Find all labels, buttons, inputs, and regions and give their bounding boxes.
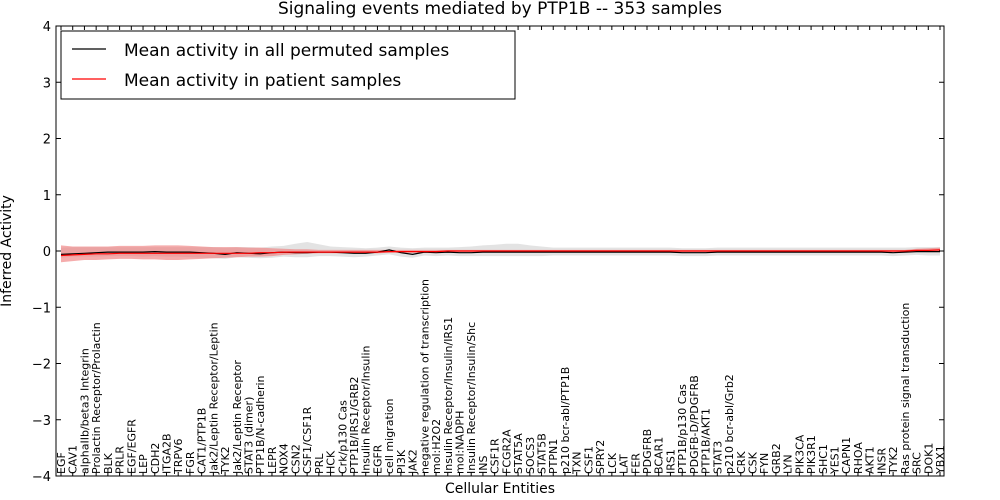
x-tick-label: PIK3CA [793, 434, 806, 474]
x-tick-label: IRS1 [664, 449, 677, 474]
x-tick-label: EGF/EGFR [125, 419, 138, 474]
x-tick-label: p210 bcr-abl/PTP1B [559, 367, 572, 474]
x-tick-label: GRB2 [770, 443, 783, 474]
x-tick-label: STAT3 (dimer) [243, 397, 256, 474]
x-tick-label: alphaIIb/beta3 Integrin [78, 348, 91, 474]
x-tick-label: TRPV6 [172, 438, 185, 475]
x-tick-label: CSF1/CSF1R [301, 406, 314, 474]
y-tick-label: −3 [32, 414, 51, 429]
x-tick-label: mol:NADPH [454, 411, 467, 474]
x-tick-label: YBX1 [934, 445, 947, 475]
x-tick-label: SPRY2 [594, 440, 607, 474]
x-tick-label: PDGFB-D/PDGFRB [688, 375, 701, 474]
x-tick-label: Insulin Receptor/Insulin [360, 345, 373, 474]
x-tick-label: STAT5A [512, 433, 525, 474]
x-tick-label: PDGFRB [641, 429, 654, 474]
x-tick-label: Prolactin Receptor/Prolactin [90, 322, 103, 474]
x-tick-label: EGF [55, 452, 68, 474]
x-tick-label: STAT5B [536, 433, 549, 474]
x-tick-label: RHOA [852, 442, 865, 474]
x-tick-label: SHC1 [817, 444, 830, 474]
x-tick-label: p210 bcr-abl/Grb2 [723, 374, 736, 474]
y-tick-label: 3 [43, 76, 51, 91]
y-tick-label: 4 [43, 20, 51, 35]
x-tick-label: Ras protein signal transduction [899, 303, 912, 474]
x-tick-label: PIK3R1 [805, 435, 818, 474]
x-tick-label: CAV1 [67, 445, 80, 474]
x-tick-label: AKT1 [864, 446, 877, 474]
x-tick-label: SRC [911, 452, 924, 474]
x-tick-label: LAT [618, 454, 631, 474]
x-tick-label: PRL [313, 453, 326, 474]
x-tick-label: DOK1 [922, 443, 935, 474]
x-tick-label: negative regulation of transcription [418, 279, 431, 474]
series-line-patient [60, 249, 941, 257]
legend: Mean activity in all permuted samples Me… [60, 30, 516, 100]
x-tick-label: CDH2 [149, 443, 162, 474]
x-tick-label: BLK [102, 452, 115, 474]
x-tick-label: INSR [875, 448, 888, 474]
x-tick-label: LEP [137, 454, 150, 474]
x-tick-label: TXN [571, 452, 584, 475]
x-tick-label: Insulin Receptor/Insulin/IRS1 [442, 317, 455, 474]
x-tick-label: Insulin Receptor/Insulin/Shc [465, 322, 478, 474]
x-tick-label: LCK [606, 452, 619, 474]
y-tick-label: 1 [43, 189, 51, 204]
legend-entry-patient: Mean activity in patient samples [124, 71, 401, 91]
x-tick-label: ITGA2B [161, 433, 174, 474]
x-tick-label: CSF1 [582, 446, 595, 474]
x-tick-label: PTPN1 [547, 439, 560, 474]
y-axis: −4 −3 −2 −1 0 1 2 3 4 [32, 20, 944, 485]
x-tick-label: CSF1R [489, 438, 502, 474]
x-tick-label: PTP1B/IRS1/GRB2 [348, 376, 361, 474]
x-tick-label: CSN2 [289, 444, 302, 474]
y-tick-label: −1 [32, 301, 51, 316]
x-tick-label: FER [629, 453, 642, 474]
x-tick-label: STAT3 [711, 441, 724, 474]
x-tick-label: LEPR [266, 446, 279, 474]
x-tick-label: FYN [758, 453, 771, 474]
y-tick-label: 0 [43, 245, 51, 260]
x-tick-label: PRLR [114, 446, 127, 474]
legend-box [60, 30, 516, 100]
series-lines [60, 249, 941, 257]
x-tick-label: NOX4 [278, 443, 291, 474]
x-tick-label: CRK [735, 451, 748, 474]
x-tick-label: CAPN1 [840, 437, 853, 474]
x-tick-label: LYN [782, 454, 795, 474]
x-tick-label: PTP1B/N-cadherin [254, 375, 267, 474]
band-patient [61, 245, 940, 263]
x-tick-label: Jak2/Leptin Receptor [231, 360, 244, 475]
chart-title: Signaling events mediated by PTP1B -- 35… [278, 0, 722, 19]
x-tick-label: TYK2 [219, 446, 232, 475]
x-tick-label: PTP1B/AKT1 [700, 408, 713, 474]
x-tick-label: Jak2/Leptin Receptor/Leptin [207, 322, 220, 475]
x-tick-label: INS [477, 456, 490, 474]
legend-entry-permuted: Mean activity in all permuted samples [124, 41, 449, 61]
x-tick-label: BCAR1 [653, 437, 666, 474]
x-tick-label: CSK [747, 451, 760, 474]
x-tick-label: PTP1B/p130 Cas [676, 384, 689, 474]
x-axis-label: Cellular Entities [445, 481, 555, 497]
x-tick-label: CAT1/PTP1B [196, 408, 209, 474]
y-tick-label: −2 [32, 358, 51, 373]
x-tick-label: cell migration [383, 398, 396, 474]
x-tick-label: SOCS3 [524, 437, 537, 474]
y-axis-label: Inferred Activity [0, 195, 15, 307]
x-tick-label: HCK [325, 450, 338, 474]
x-tick-label: mol:H2O2 [430, 419, 443, 474]
x-tick-label: JAK2 [407, 449, 420, 475]
y-tick-label: −4 [32, 470, 51, 485]
y-tick-label: 2 [43, 133, 51, 148]
x-tick-label: Crk/p130 Cas [336, 400, 349, 474]
x-tick-label: PI3K [395, 449, 408, 474]
x-tick-label: TYK2 [887, 446, 900, 475]
x-tick-label: FCGR2A [500, 429, 513, 474]
x-tick-label: FGR [184, 451, 197, 474]
x-tick-label: YES1 [829, 446, 842, 475]
x-tick-label: EGFR [371, 444, 384, 474]
